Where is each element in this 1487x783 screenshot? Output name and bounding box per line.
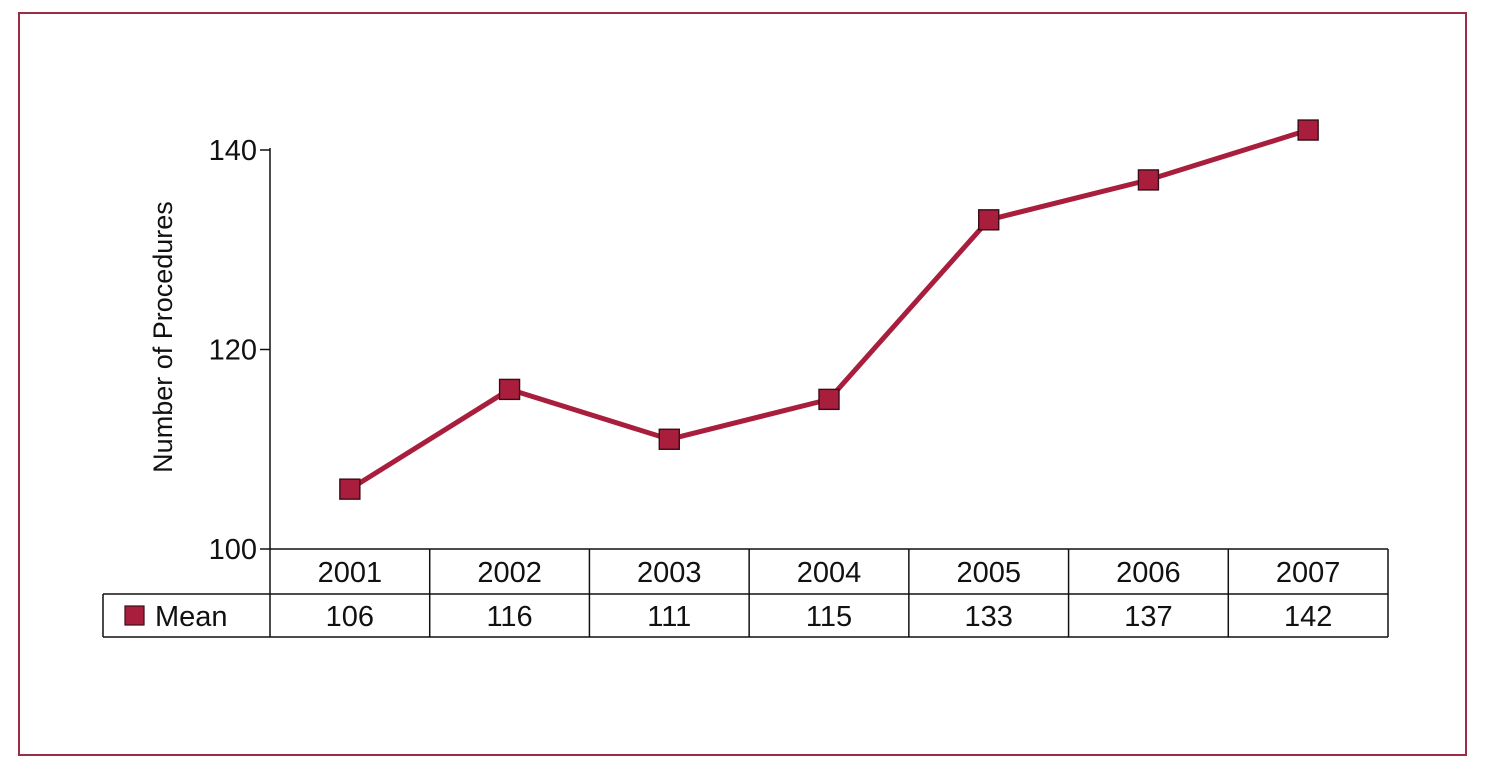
data-table-value: 106 [326, 601, 374, 633]
data-table: 2001 2002 2003 2004 2005 2006 2007 Mean 106 116 11… [102, 548, 1389, 638]
legend-label: Mean [155, 601, 228, 633]
data-point [658, 428, 680, 450]
y-tick-label: 100 [209, 534, 257, 566]
x-tick-label: 2004 [797, 557, 862, 589]
series-line [348, 127, 1309, 492]
y-axis-label: Number of Procedures [148, 201, 178, 473]
chart-frame [18, 12, 1467, 756]
x-tick-label: 2003 [637, 557, 702, 589]
y-tick-label: 120 [209, 335, 257, 367]
x-tick-label: 2007 [1276, 557, 1341, 589]
data-table-value: 111 [647, 601, 691, 633]
data-table-value: 142 [1284, 601, 1332, 633]
series-mean [339, 119, 1319, 500]
data-point [498, 378, 521, 401]
data-table-value: 137 [1124, 601, 1172, 633]
x-tick-label: 2006 [1116, 557, 1181, 589]
data-table-value: 116 [486, 601, 532, 633]
data-point [339, 478, 361, 500]
legend-marker [124, 605, 145, 626]
data-point [1297, 119, 1319, 141]
y-tick-label: 140 [209, 135, 257, 167]
data-table-value: 115 [806, 601, 852, 633]
axes: 100 120 140 [209, 135, 271, 566]
data-point [978, 209, 1000, 231]
x-tick-label: 2005 [956, 557, 1021, 589]
x-tick-label: 2001 [318, 557, 383, 589]
data-point [1137, 169, 1160, 191]
data-table-value: 133 [965, 601, 1013, 633]
x-tick-label: 2002 [477, 557, 542, 589]
data-point [818, 388, 840, 411]
